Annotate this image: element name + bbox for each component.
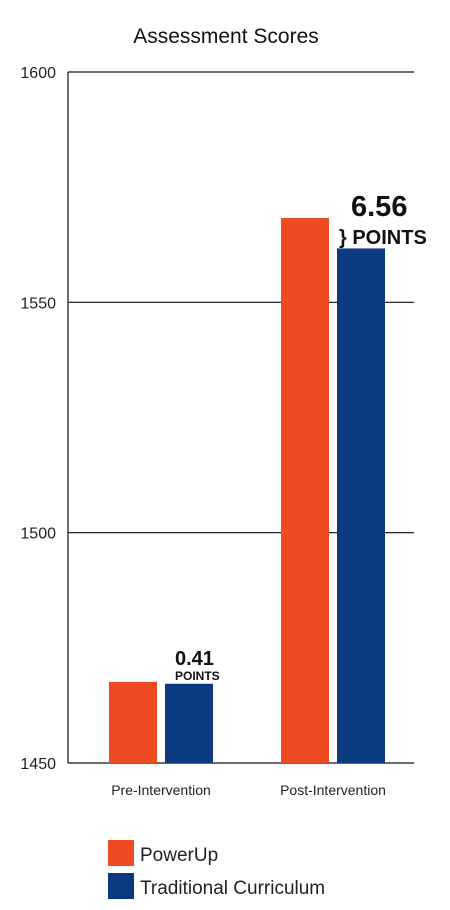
y-tick-labels: 1450 1500 1550 1600 <box>20 65 56 773</box>
legend: PowerUp Traditional Curriculum <box>108 840 325 899</box>
x-category-label: Pre-Intervention <box>111 782 211 798</box>
bars <box>109 218 385 764</box>
bar <box>109 681 157 763</box>
y-tick-label: 1600 <box>20 65 56 82</box>
y-tick-label: 1450 <box>20 756 56 773</box>
legend-swatch <box>108 873 134 899</box>
annotation-unit: POINTS <box>175 669 220 683</box>
legend-label: PowerUp <box>140 845 218 866</box>
annotation-value: 6.56 <box>351 191 407 223</box>
bar <box>281 218 329 764</box>
y-tick-label: 1500 <box>20 526 56 543</box>
bar <box>165 683 213 763</box>
x-category-label: Post-Intervention <box>280 782 386 798</box>
y-tick-label: 1550 <box>20 295 56 312</box>
chart-title: Assessment Scores <box>133 25 319 48</box>
annotation-value: 0.41 <box>175 648 214 670</box>
annotation-unit: } POINTS <box>339 227 427 249</box>
x-category-labels: Pre-Intervention Post-Intervention <box>111 782 386 798</box>
legend-label: Traditional Curriculum <box>140 878 325 899</box>
bar <box>337 248 385 764</box>
legend-swatch <box>108 840 134 866</box>
